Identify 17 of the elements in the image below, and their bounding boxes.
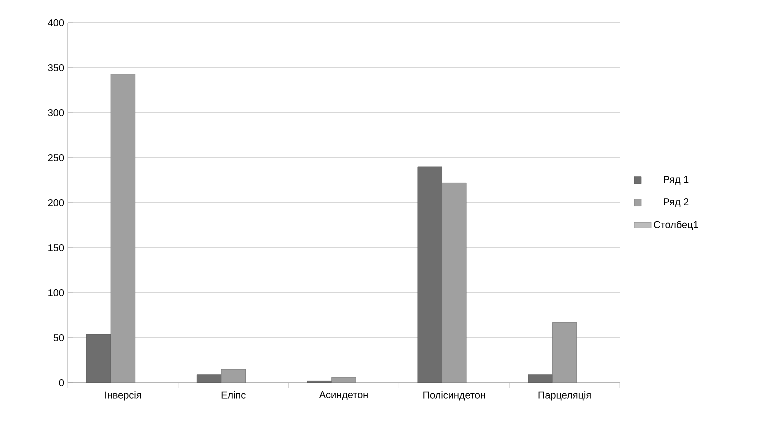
x-tick-label: Парцеляція [538, 392, 591, 401]
legend-label: Столбец1 [654, 220, 698, 230]
y-tick-label: 0 [59, 379, 64, 387]
y-tick-label: 400 [48, 19, 64, 27]
x-tick-label: Асиндетон [319, 392, 368, 400]
y-tick-label: 100 [48, 289, 64, 297]
x-tick-label: Інверсія [106, 392, 142, 401]
y-tick-label: 350 [48, 64, 64, 72]
y-tick-label: 250 [48, 154, 64, 162]
y-tick-label: 300 [48, 109, 64, 117]
x-tick-label: Еліпс [222, 392, 246, 399]
y-tick-label: 200 [48, 199, 64, 207]
y-tick-label: 50 [54, 334, 64, 342]
legend-label: Ряд 1 [664, 176, 689, 186]
x-tick-label: Полісиндетон [424, 392, 486, 401]
y-tick-label: 150 [48, 244, 64, 252]
legend-label: Ряд 2 [664, 198, 689, 208]
